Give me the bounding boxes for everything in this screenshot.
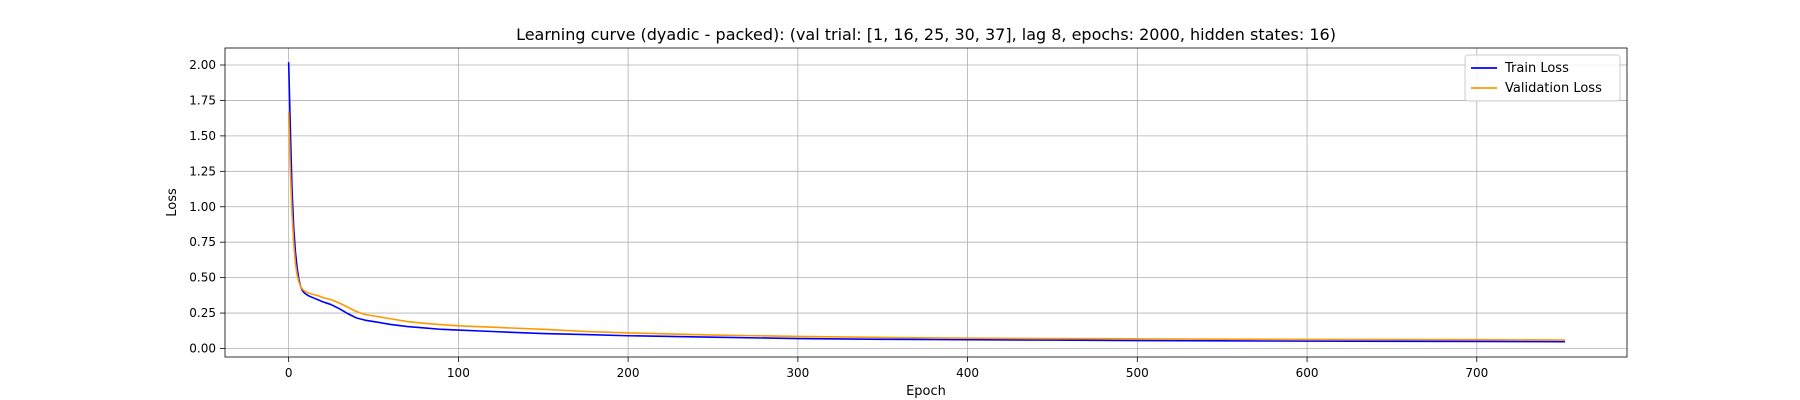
x-axis: 0 100 200 300 400 500 600 700	[285, 357, 1488, 380]
y-axis: 0.00 0.25 0.50 0.75 1.00 1.25 1.50 1.75 2.00	[189, 58, 225, 355]
grid-lines	[225, 48, 1627, 357]
series-layer	[287, 62, 1566, 343]
y-tick-label: 0.50	[189, 271, 216, 285]
y-tick-label: 0.75	[189, 235, 216, 249]
legend-label-train-loss: Train Loss	[1504, 61, 1569, 76]
y-tick-label: 1.00	[189, 200, 216, 214]
y-tick-label: 2.00	[189, 58, 216, 72]
plot-area-frame	[224, 47, 1628, 358]
chart-title: Learning curve (dyadic - packed): (val t…	[516, 25, 1336, 44]
y-tick-label: 0.00	[189, 341, 216, 355]
validation-loss-line	[287, 111, 1566, 341]
x-tick-label: 200	[617, 366, 640, 380]
train-loss-line	[287, 62, 1566, 343]
y-tick-label: 1.75	[189, 93, 216, 107]
x-tick-label: 700	[1465, 366, 1488, 380]
y-tick-label: 1.50	[189, 129, 216, 143]
x-tick-label: 0	[285, 366, 293, 380]
x-tick-label: 100	[447, 366, 470, 380]
legend-label-validation-loss: Validation Loss	[1505, 81, 1602, 96]
x-tick-label: 400	[956, 366, 979, 380]
x-tick-label: 600	[1296, 366, 1319, 380]
legend: Train Loss Validation Loss	[1464, 54, 1621, 102]
x-tick-label: 500	[1126, 366, 1149, 380]
y-tick-label: 0.25	[189, 306, 216, 320]
y-tick-label: 1.25	[189, 164, 216, 178]
x-tick-label: 300	[786, 366, 809, 380]
x-axis-label: Epoch	[906, 384, 946, 399]
legend-box	[1464, 54, 1621, 102]
y-axis-label: Loss	[165, 188, 180, 217]
